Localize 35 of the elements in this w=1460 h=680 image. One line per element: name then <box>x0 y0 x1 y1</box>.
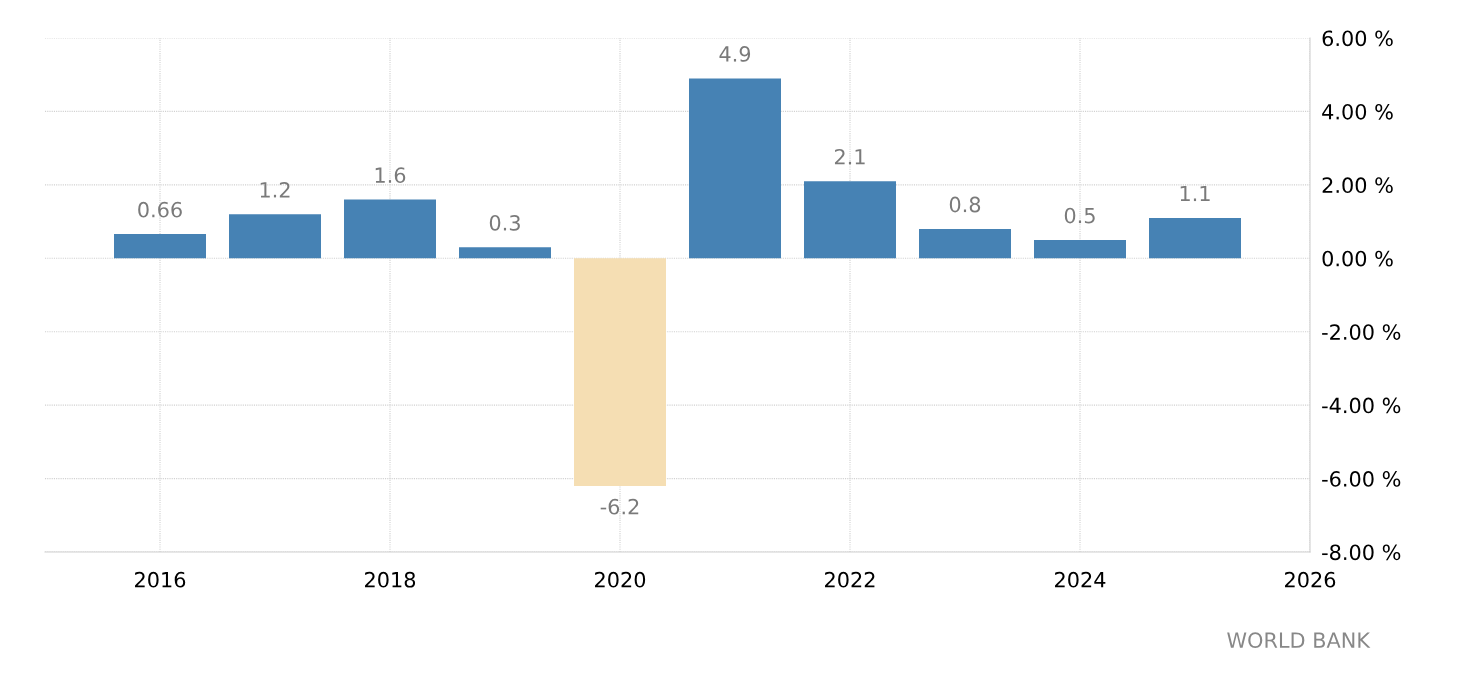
data-label: 0.8 <box>949 196 981 213</box>
bar <box>1149 217 1241 259</box>
y-tick-label: -2.00 % <box>1322 324 1401 340</box>
text: WORLD BANK <box>1227 632 1371 649</box>
y-tick-label: 2.00 % <box>1322 177 1393 194</box>
bar <box>114 234 206 259</box>
bar <box>344 199 436 259</box>
data-label: -6.2 <box>600 498 639 515</box>
x-tick-label: 2022 <box>825 571 875 588</box>
x-tick-label: 2016 <box>135 571 186 588</box>
y-tick-label: 6.00 % <box>1322 30 1393 47</box>
x-tick-label: 2020 <box>595 571 646 588</box>
y-tick-label: -4.00 % <box>1322 397 1401 414</box>
data-label: 1.1 <box>1180 185 1210 202</box>
bar <box>229 214 321 259</box>
y-tick-label: -6.00 % <box>1322 471 1401 487</box>
y-tick-label: 4.00 % <box>1322 103 1393 120</box>
bar <box>804 181 896 259</box>
y-tick-label: 0.00 % <box>1322 250 1393 267</box>
data-label: 2.1 <box>834 148 865 165</box>
x-tick-label: 2018 <box>365 571 416 588</box>
y-tick-label: -8.00 % <box>1322 544 1401 561</box>
x-tick-label: 2026 <box>1285 571 1336 588</box>
bar <box>919 228 1011 259</box>
data-label: 4.9 <box>719 46 751 62</box>
data-label: 0.3 <box>489 214 520 231</box>
data-label: 0.66 <box>138 201 182 218</box>
bar <box>574 258 666 486</box>
data-label: 0.5 <box>1064 207 1095 224</box>
bar <box>459 247 551 259</box>
data-label: 1.6 <box>375 167 406 184</box>
bar <box>689 78 781 259</box>
x-tick-label: 2024 <box>1055 571 1106 588</box>
data-label: 1.2 <box>260 181 290 198</box>
bar <box>1034 239 1126 259</box>
